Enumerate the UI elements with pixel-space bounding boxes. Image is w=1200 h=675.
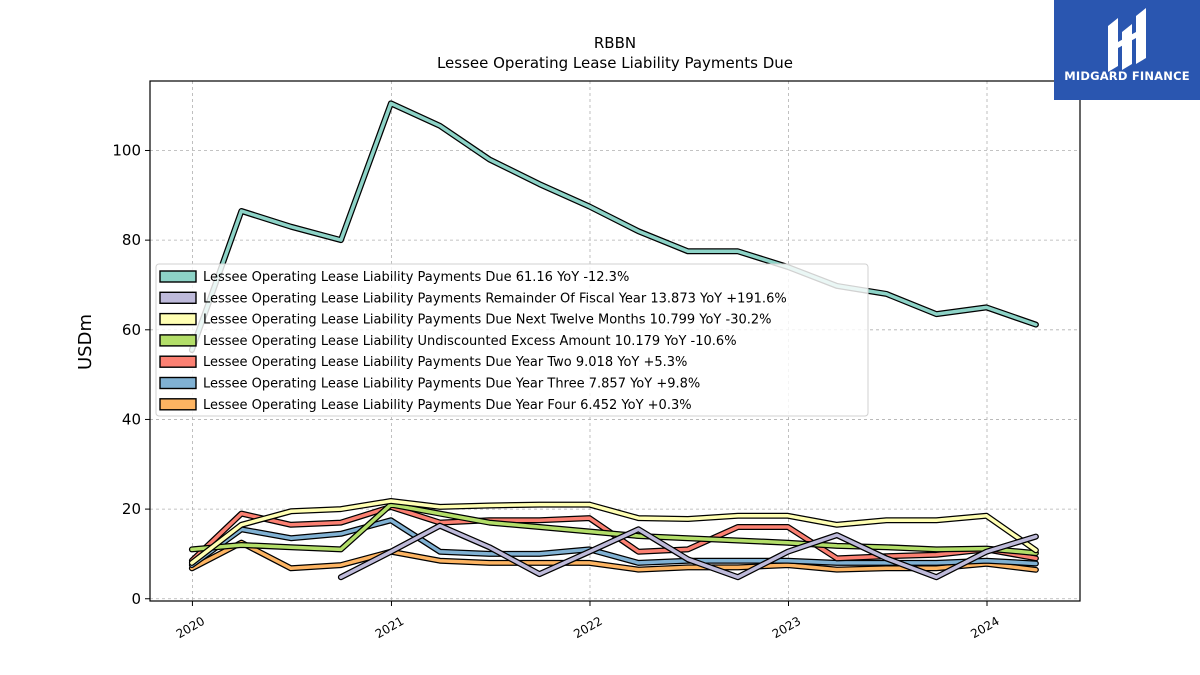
x-tick-label: 2023 <box>770 614 803 641</box>
chart-title: RBBN <box>594 34 636 52</box>
legend-swatch <box>159 398 197 411</box>
legend-label: Lessee Operating Lease Liability Undisco… <box>203 334 737 349</box>
x-tick-label: 2024 <box>968 614 1001 641</box>
grid-lines <box>150 81 1080 601</box>
x-tick-label: 2020 <box>174 614 207 641</box>
y-axis-label: USDm <box>75 314 96 370</box>
legend-label: Lessee Operating Lease Liability Payment… <box>203 291 787 306</box>
series-line <box>190 502 1038 555</box>
legend-label: Lessee Operating Lease Liability Payment… <box>203 377 700 392</box>
y-tick-label: 100 <box>112 141 141 159</box>
brand-name: MIDGARD FINANCE <box>1064 69 1190 83</box>
legend-label: Lessee Operating Lease Liability Payment… <box>203 270 629 285</box>
legend-label: Lessee Operating Lease Liability Payment… <box>203 355 687 370</box>
legend-swatch <box>159 334 197 347</box>
series-group <box>188 100 1039 353</box>
series-line <box>190 101 1038 352</box>
y-tick-label: 40 <box>122 410 141 428</box>
legend-label: Lessee Operating Lease Liability Payment… <box>203 398 692 413</box>
legend-label: Lessee Operating Lease Liability Payment… <box>203 313 772 328</box>
x-tick-label: 2022 <box>571 614 604 641</box>
y-tick-label: 20 <box>122 500 141 518</box>
series-group <box>188 539 1039 573</box>
series-group <box>337 522 1039 581</box>
series-line <box>190 540 1038 572</box>
x-tick-label: 2021 <box>373 614 406 641</box>
legend-swatch <box>159 376 197 390</box>
legend-swatch <box>159 270 197 283</box>
legend-swatch <box>159 355 197 368</box>
legend-swatch <box>159 291 197 304</box>
legend-swatch <box>159 312 197 326</box>
y-tick-label: 60 <box>122 321 141 339</box>
series-lines <box>188 100 1039 581</box>
y-tick-label: 80 <box>122 231 141 249</box>
series-group <box>188 498 1039 566</box>
series-line <box>190 499 1038 565</box>
legend-box <box>155 263 869 417</box>
series-line <box>339 523 1038 579</box>
chart-subtitle: Lessee Operating Lease Liability Payment… <box>437 54 793 72</box>
legend: Lessee Operating Lease Liability Payment… <box>155 263 869 417</box>
midgard-logo-icon <box>1108 8 1146 72</box>
series-group <box>188 501 1039 557</box>
brand-badge: MIDGARD FINANCE <box>1054 0 1200 100</box>
y-tick-label: 0 <box>131 590 141 608</box>
plot-frame <box>149 80 1081 602</box>
